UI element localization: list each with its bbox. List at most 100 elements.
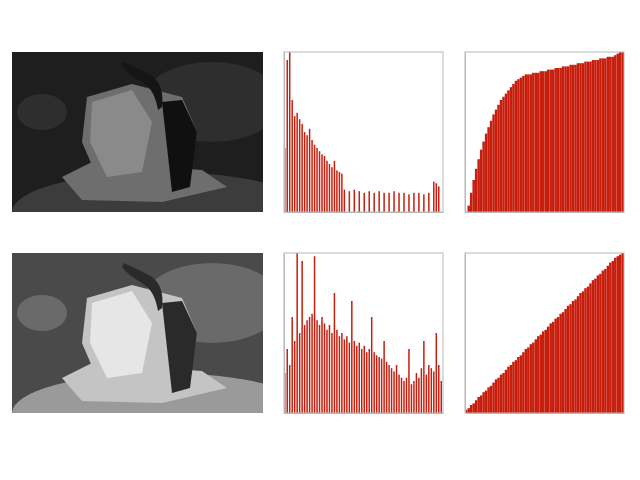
histogram-bar [617, 256, 619, 413]
histogram-bar [314, 145, 315, 212]
histogram-bar [324, 323, 325, 413]
histogram-bar [383, 341, 384, 413]
histogram-bar [599, 58, 601, 212]
histogram-bar [584, 288, 586, 413]
histogram-bar [510, 87, 512, 212]
histogram-bar [517, 357, 519, 413]
histogram-bar [502, 373, 504, 413]
histogram-bar [361, 349, 362, 413]
histogram-bar [559, 68, 561, 212]
histogram-bar [609, 57, 611, 212]
histogram-bar [517, 79, 519, 212]
histogram-bar [428, 193, 429, 212]
histogram-bar [592, 60, 594, 212]
histogram-bar [604, 58, 606, 212]
histogram-bar [552, 322, 554, 413]
histogram-bar [495, 110, 497, 212]
histogram-bar [537, 73, 539, 212]
histogram-bar [567, 66, 569, 212]
histogram-bar [406, 378, 407, 413]
histogram-bar [346, 336, 347, 413]
histogram-bar [549, 323, 551, 413]
histogram-bar [475, 169, 477, 212]
histogram-bar [289, 52, 290, 212]
histogram-bar [490, 386, 492, 413]
histogram-bar [609, 263, 611, 413]
photo [12, 52, 312, 252]
histogram-bar [344, 339, 345, 413]
histogram-bar [542, 71, 544, 212]
histogram-bar [341, 174, 342, 212]
histogram-bar [331, 167, 332, 212]
histogram-bar [472, 180, 474, 212]
histogram-bar [559, 314, 561, 413]
plot-frame [465, 253, 624, 413]
photo-rock-face [90, 90, 152, 177]
histogram-bar [537, 336, 539, 413]
histogram-bar [485, 134, 487, 212]
histogram-bar [530, 344, 532, 413]
histogram-bar [619, 255, 621, 413]
histogram-bar [401, 378, 402, 413]
histogram-bar [487, 127, 489, 212]
figure [0, 0, 640, 480]
histogram-bar [393, 371, 394, 413]
histogram-bar [492, 114, 494, 212]
histogram-bar [617, 54, 619, 212]
histogram-bar [296, 113, 297, 212]
histogram-bar [597, 275, 599, 413]
histogram-bar [500, 100, 502, 212]
chart [284, 52, 444, 213]
histogram-bar [530, 74, 532, 212]
histogram-bar [470, 193, 472, 212]
histogram-bar [359, 343, 360, 413]
histogram-bar [393, 191, 394, 212]
histogram-bar [599, 274, 601, 413]
photo-rock-shadow [162, 301, 197, 393]
photo-rock [82, 84, 197, 197]
histogram-bar [438, 186, 439, 212]
histogram-bar [334, 161, 335, 212]
plot-area [284, 52, 440, 212]
histogram-bar [584, 62, 586, 212]
histogram-bar [532, 73, 534, 212]
histogram-bar [612, 261, 614, 413]
histogram-bar [319, 325, 320, 413]
histogram-bar [522, 352, 524, 413]
histogram-bar [436, 183, 437, 212]
histogram-bar [421, 368, 422, 413]
histogram-bar [582, 63, 584, 212]
histogram-bar [562, 312, 564, 413]
histogram-bar [477, 159, 479, 212]
histogram-bar [482, 392, 484, 413]
histogram-bar [364, 193, 365, 212]
histogram-bar [604, 269, 606, 413]
histogram-bar [505, 370, 507, 413]
histogram-bar [510, 365, 512, 413]
histogram-bar [441, 381, 442, 413]
histogram-bar [532, 343, 534, 413]
histogram-bar [515, 81, 517, 212]
histogram-bar [339, 172, 340, 212]
histogram-bar [378, 191, 379, 212]
chart [465, 253, 625, 414]
photo-foliage [17, 295, 67, 331]
histogram-bar [309, 129, 310, 212]
histogram-bar [582, 291, 584, 413]
histogram-bar [321, 154, 322, 212]
histogram-bar [349, 191, 350, 212]
histogram-bar [301, 261, 302, 413]
histogram-bar [286, 349, 287, 413]
histogram-bar [311, 140, 312, 212]
histogram-bar [291, 317, 292, 413]
histogram-bar [574, 65, 576, 212]
histogram-bar [309, 317, 310, 413]
histogram-bar [535, 73, 537, 212]
histogram-bar [354, 190, 355, 212]
histogram-bar [475, 400, 477, 413]
histogram-bar [428, 365, 429, 413]
histogram-bar [359, 191, 360, 212]
histogram-bar [540, 71, 542, 212]
histogram-bar [589, 283, 591, 413]
histogram-bar [572, 65, 574, 212]
